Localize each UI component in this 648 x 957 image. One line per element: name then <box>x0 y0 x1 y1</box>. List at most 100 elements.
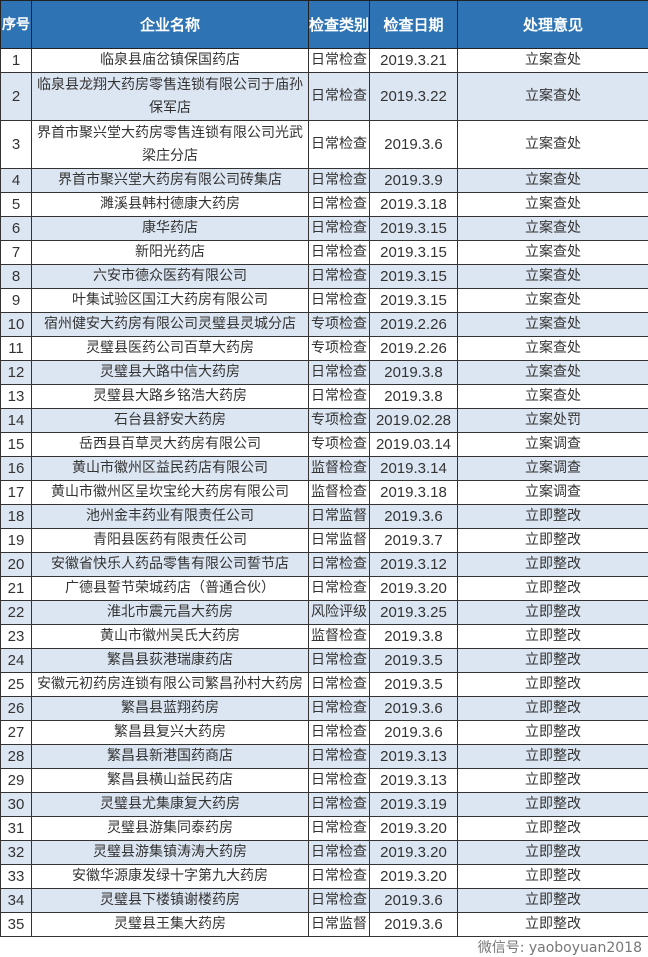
cell-no: 7 <box>1 241 32 265</box>
cell-date: 2019.3.18 <box>370 193 458 217</box>
cell-type: 日常检查 <box>309 385 370 409</box>
cell-no: 8 <box>1 265 32 289</box>
cell-no: 23 <box>1 625 32 649</box>
cell-result: 立案查处 <box>458 193 648 217</box>
cell-date: 2019.3.7 <box>370 529 458 553</box>
cell-type: 日常检查 <box>309 289 370 313</box>
cell-date: 2019.3.13 <box>370 745 458 769</box>
cell-date: 2019.3.5 <box>370 673 458 697</box>
cell-name: 叶集试验区国江大药房有限公司 <box>32 289 309 313</box>
cell-date: 2019.3.15 <box>370 289 458 313</box>
cell-no: 28 <box>1 745 32 769</box>
cell-result: 立案查处 <box>458 337 648 361</box>
cell-type: 日常检查 <box>309 241 370 265</box>
cell-date: 2019.3.5 <box>370 649 458 673</box>
cell-date: 2019.3.8 <box>370 625 458 649</box>
cell-result: 立即整改 <box>458 745 648 769</box>
cell-type: 日常检查 <box>309 793 370 817</box>
cell-date: 2019.02.28 <box>370 409 458 433</box>
cell-type: 日常监督 <box>309 529 370 553</box>
cell-type: 日常检查 <box>309 841 370 865</box>
cell-result: 立即整改 <box>458 649 648 673</box>
cell-type: 日常检查 <box>309 649 370 673</box>
cell-name: 临泉县庙岔镇保国药店 <box>32 49 309 73</box>
cell-result: 立案调查 <box>458 457 648 481</box>
header-date: 检查日期 <box>370 1 458 49</box>
cell-type: 日常监督 <box>309 505 370 529</box>
cell-date: 2019.3.6 <box>370 889 458 913</box>
cell-date: 2019.3.20 <box>370 817 458 841</box>
cell-no: 16 <box>1 457 32 481</box>
cell-name: 临泉县龙翔大药房零售连锁有限公司于庙孙保军店 <box>32 73 309 121</box>
cell-name: 黄山市徽州区呈坎宝纶大药房有限公司 <box>32 481 309 505</box>
cell-no: 31 <box>1 817 32 841</box>
cell-type: 日常检查 <box>309 361 370 385</box>
cell-name: 康华药店 <box>32 217 309 241</box>
cell-result: 立案处罚 <box>458 409 648 433</box>
cell-type: 日常检查 <box>309 169 370 193</box>
cell-no: 13 <box>1 385 32 409</box>
cell-name: 繁昌县横山益民药店 <box>32 769 309 793</box>
cell-result: 立即整改 <box>458 841 648 865</box>
cell-type: 日常检查 <box>309 193 370 217</box>
cell-no: 35 <box>1 913 32 937</box>
cell-date: 2019.3.15 <box>370 265 458 289</box>
cell-name: 濉溪县韩村德康大药房 <box>32 193 309 217</box>
cell-result: 立即整改 <box>458 577 648 601</box>
header-row: 序号 企业名称 检查类别 检查日期 处理意见 <box>1 1 648 49</box>
cell-no: 3 <box>1 121 32 169</box>
cell-result: 立即整改 <box>458 601 648 625</box>
cell-result: 立案查处 <box>458 121 648 169</box>
header-name: 企业名称 <box>32 1 309 49</box>
cell-type: 监督检查 <box>309 481 370 505</box>
cell-date: 2019.3.21 <box>370 49 458 73</box>
cell-date: 2019.03.14 <box>370 433 458 457</box>
cell-type: 日常检查 <box>309 121 370 169</box>
cell-result: 立即整改 <box>458 505 648 529</box>
cell-name: 池州金丰药业有限责任公司 <box>32 505 309 529</box>
cell-result: 立即整改 <box>458 865 648 889</box>
cell-name: 青阳县医药有限责任公司 <box>32 529 309 553</box>
cell-name: 黄山市徽州区益民药店有限公司 <box>32 457 309 481</box>
cell-type: 监督检查 <box>309 625 370 649</box>
cell-no: 15 <box>1 433 32 457</box>
cell-date: 2019.3.19 <box>370 793 458 817</box>
cell-no: 6 <box>1 217 32 241</box>
cell-name: 宿州健安大药房有限公司灵璧县灵城分店 <box>32 313 309 337</box>
cell-type: 日常检查 <box>309 745 370 769</box>
cell-no: 34 <box>1 889 32 913</box>
cell-result: 立案调查 <box>458 481 648 505</box>
cell-date: 2019.3.20 <box>370 577 458 601</box>
cell-result: 立即整改 <box>458 913 648 937</box>
cell-no: 18 <box>1 505 32 529</box>
cell-type: 日常检查 <box>309 769 370 793</box>
cell-type: 日常检查 <box>309 721 370 745</box>
cell-no: 20 <box>1 553 32 577</box>
cell-no: 12 <box>1 361 32 385</box>
cell-result: 立案调查 <box>458 433 648 457</box>
cell-name: 安徽元初药房连锁有限公司繁昌孙村大药房 <box>32 673 309 697</box>
watermark: 微信号: yaoboyuan2018 <box>0 937 648 957</box>
cell-result: 立即整改 <box>458 553 648 577</box>
cell-no: 5 <box>1 193 32 217</box>
cell-date: 2019.3.22 <box>370 73 458 121</box>
cell-date: 2019.3.14 <box>370 457 458 481</box>
cell-no: 10 <box>1 313 32 337</box>
cell-type: 日常检查 <box>309 553 370 577</box>
